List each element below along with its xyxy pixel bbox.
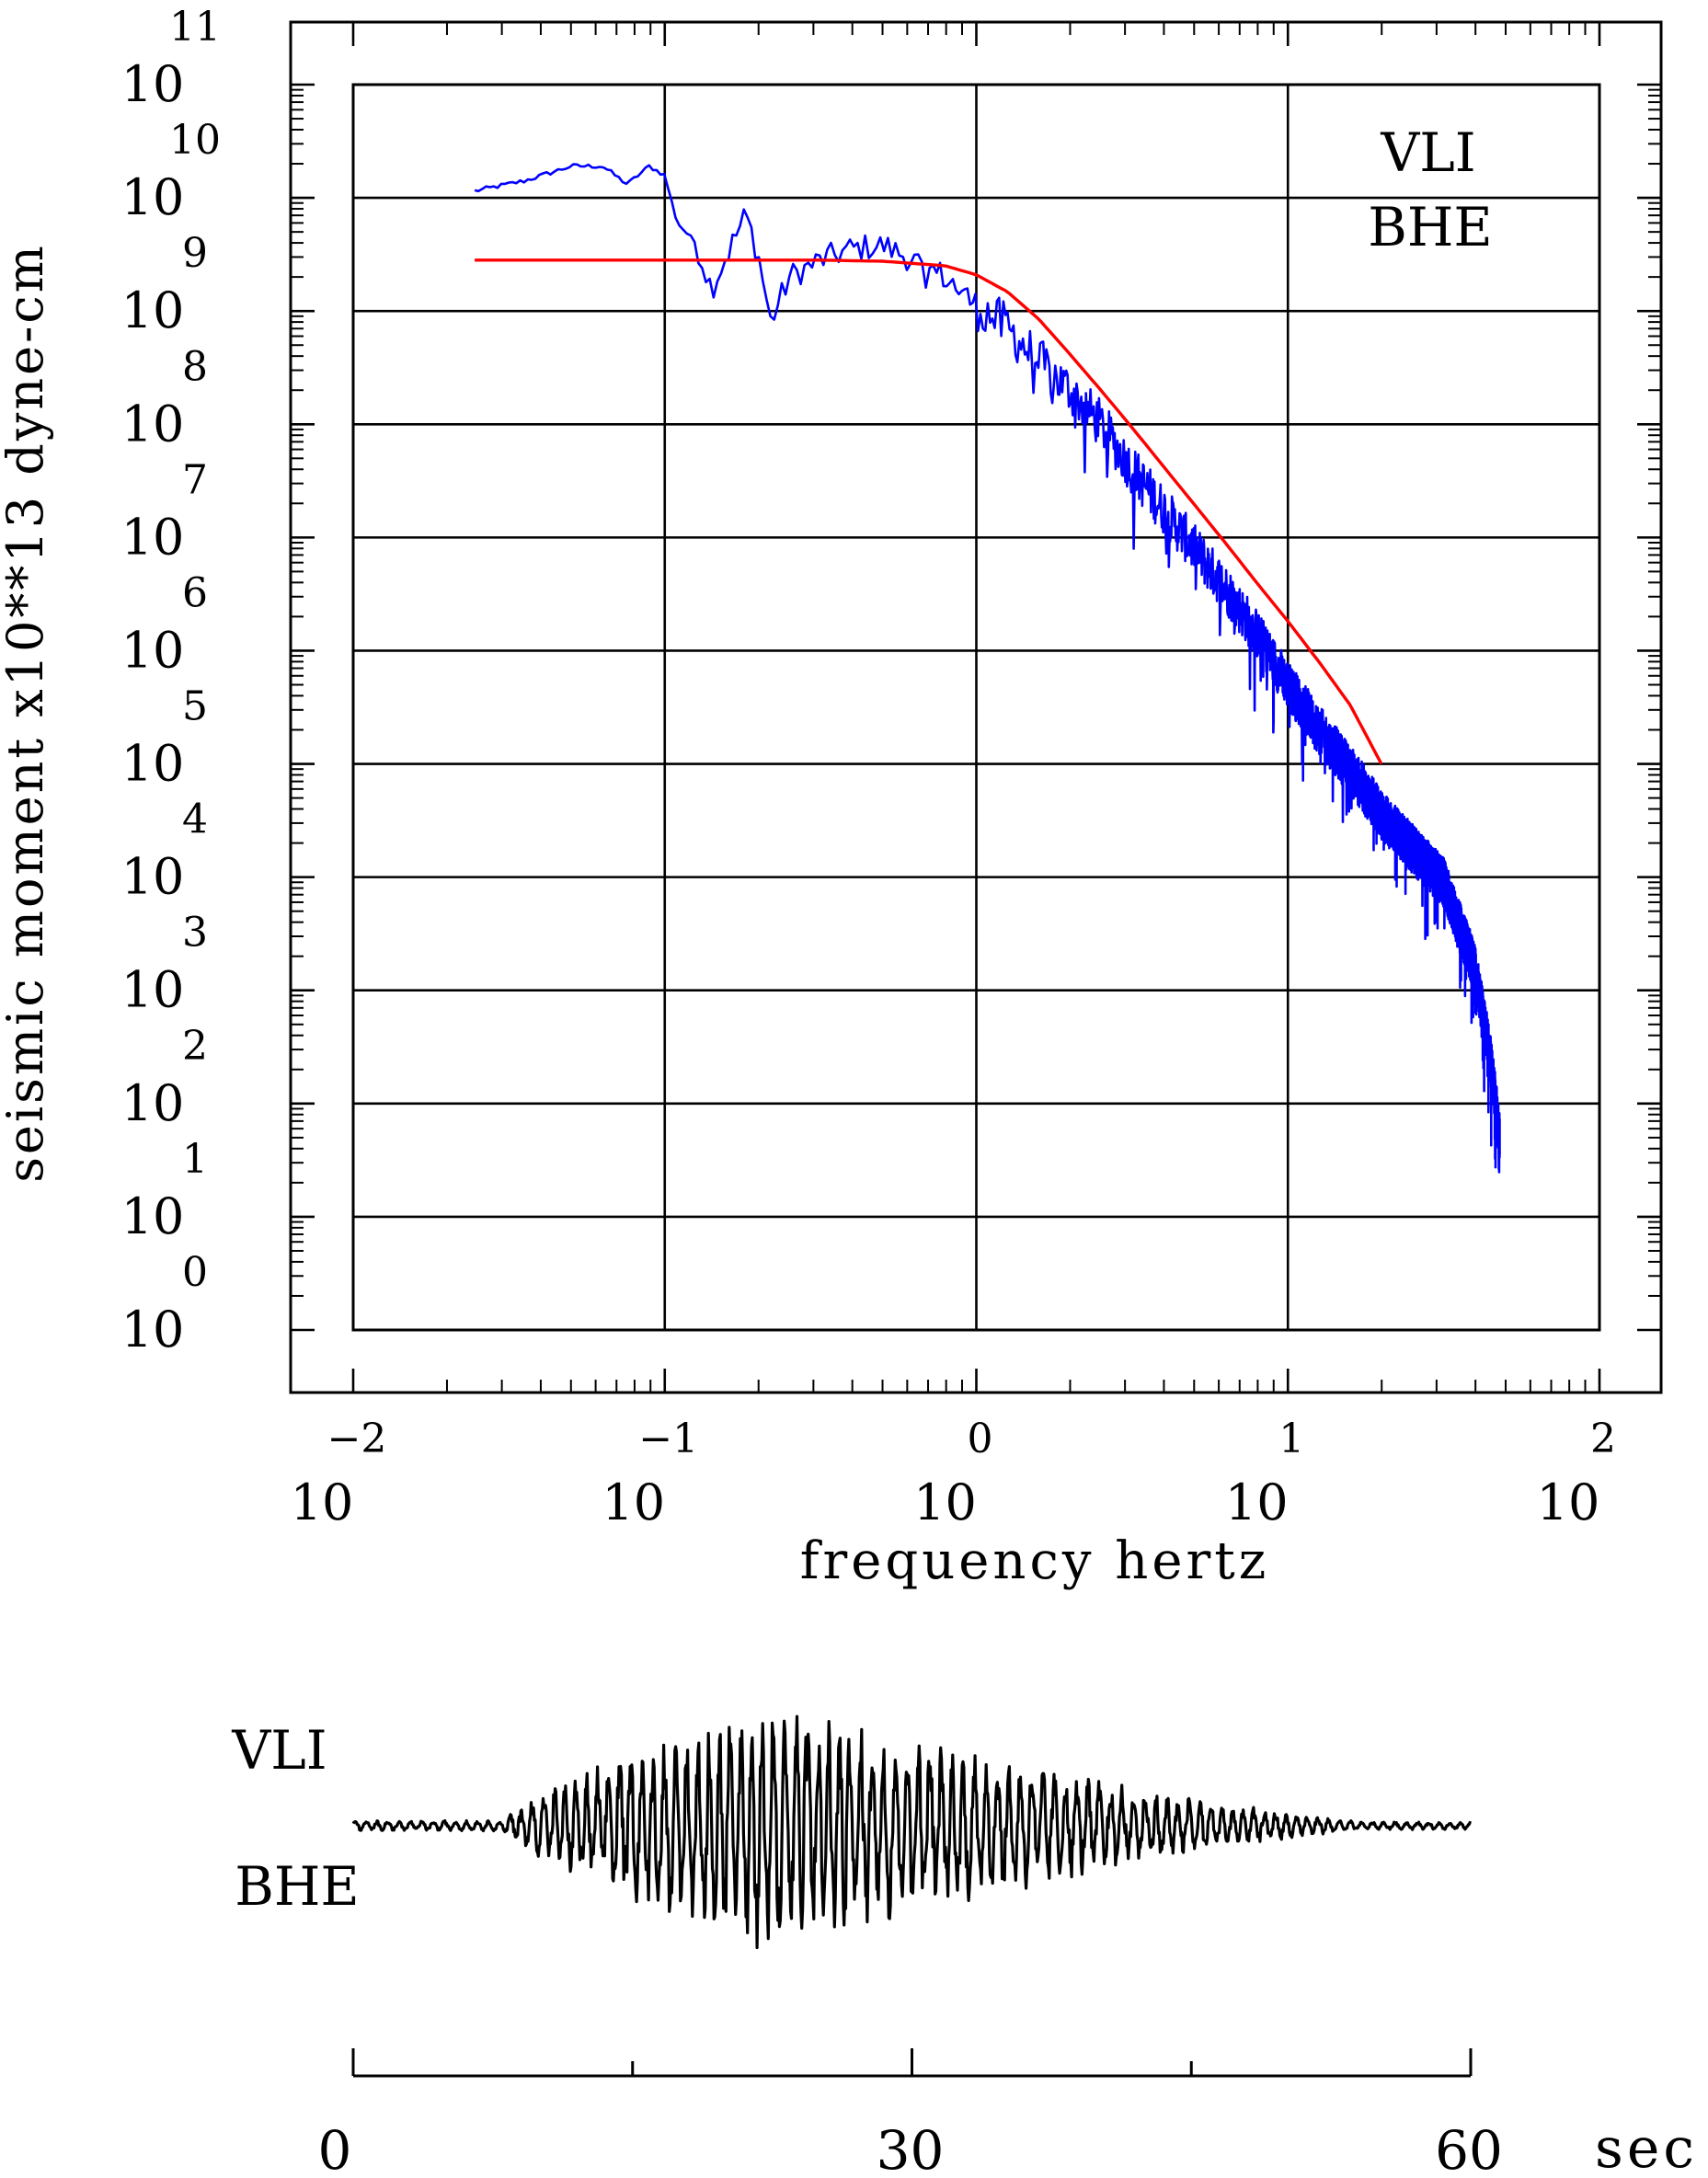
series-layer	[474, 163, 1501, 1174]
y-tick-exponent: 0	[182, 1249, 208, 1296]
y-tick-base: 10	[121, 1074, 185, 1132]
y-tick-base: 10	[121, 281, 185, 339]
model-fit-line	[475, 258, 1383, 765]
y-tick-exponent: 10	[169, 117, 221, 164]
station-label: VLI	[1380, 121, 1475, 184]
y-tick-exponent: 11	[169, 4, 221, 51]
time-tick-label: 30	[877, 2119, 945, 2178]
x-tick-labels: 10 −2 10 −1 10 0 10 1 10 2	[291, 1416, 1616, 1531]
x-tick-exponent: −2	[327, 1416, 387, 1462]
y-tick-base: 10	[121, 395, 185, 453]
y-tick-base: 10	[121, 735, 185, 793]
time-tick-label: 0	[318, 2119, 352, 2178]
y-tick-exponent: 8	[182, 343, 208, 390]
x-tick-exponent: 2	[1590, 1416, 1616, 1462]
time-axis	[351, 2048, 1473, 2078]
y-tick-exponent: 4	[182, 797, 208, 843]
x-tick-exponent: 0	[968, 1416, 993, 1462]
time-tick-label: 60	[1435, 2119, 1503, 2178]
y-tick-base: 10	[121, 1301, 185, 1358]
minor-ticks	[291, 22, 1661, 1393]
x-tick-base: 10	[291, 1473, 354, 1531]
y-tick-exponent: 3	[182, 910, 208, 957]
x-tick-exponent: −1	[638, 1416, 698, 1462]
seismogram-station-label: VLI	[231, 1719, 327, 1782]
y-tick-exponent: 2	[182, 1023, 208, 1070]
x-tick-base: 10	[913, 1473, 977, 1531]
y-tick-exponent: 5	[182, 683, 208, 730]
grid	[353, 85, 1599, 1330]
seismogram-trace	[351, 1714, 1473, 1950]
x-tick-base: 10	[1537, 1473, 1600, 1531]
channel-label: BHE	[1368, 196, 1493, 258]
y-tick-exponent: 7	[182, 456, 208, 503]
y-tick-exponent: 6	[182, 569, 208, 616]
x-tick-exponent: 1	[1278, 1416, 1304, 1462]
y-axis-label: seismic moment x10**13 dyne-cm	[0, 243, 54, 1183]
y-tick-exponent: 1	[182, 1136, 208, 1183]
y-tick-base: 10	[121, 1187, 185, 1245]
time-tick-labels: 0 30 60	[318, 2119, 1503, 2178]
time-unit-label: sec	[1595, 2116, 1698, 2178]
y-tick-base: 10	[121, 848, 185, 906]
y-tick-base: 10	[121, 168, 185, 226]
y-tick-exponent: 9	[182, 230, 208, 277]
seismogram: VLI BHE 0 30 60 sec	[231, 1714, 1698, 2178]
y-tick-base: 10	[121, 621, 185, 679]
plot-area-frame	[351, 83, 1601, 1332]
y-tick-base: 10	[121, 961, 185, 1019]
y-tick-base: 10	[121, 508, 185, 566]
x-tick-base: 10	[1225, 1473, 1289, 1531]
y-tick-base: 10	[121, 55, 185, 113]
x-axis-label: frequency hertz	[800, 1531, 1270, 1591]
seismogram-channel-label: BHE	[235, 1855, 360, 1918]
x-tick-base: 10	[602, 1473, 665, 1531]
observed-spectrum-line	[474, 163, 1501, 1174]
